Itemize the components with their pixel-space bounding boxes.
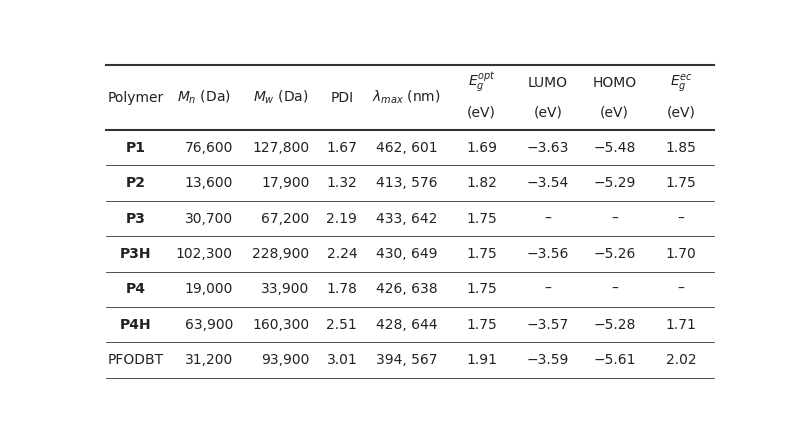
- Text: 127,800: 127,800: [253, 141, 309, 155]
- Text: 1.70: 1.70: [665, 247, 697, 261]
- Text: 160,300: 160,300: [253, 318, 309, 332]
- Text: HOMO: HOMO: [592, 76, 637, 90]
- Text: P2: P2: [126, 176, 146, 190]
- Text: 1.75: 1.75: [466, 247, 497, 261]
- Text: P4H: P4H: [120, 318, 151, 332]
- Text: PDI: PDI: [330, 91, 353, 105]
- Text: Polymer: Polymer: [108, 91, 164, 105]
- Text: P4: P4: [126, 283, 146, 296]
- Text: −5.48: −5.48: [593, 141, 636, 155]
- Text: $E_g^{ec}$: $E_g^{ec}$: [669, 72, 693, 94]
- Text: 1.91: 1.91: [466, 353, 497, 367]
- Text: –: –: [611, 212, 618, 226]
- Text: LUMO: LUMO: [528, 76, 568, 90]
- Text: (eV): (eV): [666, 105, 696, 120]
- Text: 413, 576: 413, 576: [376, 176, 438, 190]
- Text: 67,200: 67,200: [261, 212, 309, 226]
- Text: 228,900: 228,900: [253, 247, 309, 261]
- Text: 2.51: 2.51: [327, 318, 357, 332]
- Text: 426, 638: 426, 638: [376, 283, 438, 296]
- Text: $M_n$ (Da): $M_n$ (Da): [177, 89, 231, 106]
- Text: 31,200: 31,200: [185, 353, 233, 367]
- Text: 93,900: 93,900: [261, 353, 309, 367]
- Text: 1.85: 1.85: [665, 141, 697, 155]
- Text: 1.67: 1.67: [327, 141, 357, 155]
- Text: −5.29: −5.29: [593, 176, 636, 190]
- Text: 3.01: 3.01: [327, 353, 357, 367]
- Text: 76,600: 76,600: [185, 141, 233, 155]
- Text: 19,000: 19,000: [185, 283, 233, 296]
- Text: 394, 567: 394, 567: [376, 353, 438, 367]
- Text: 1.75: 1.75: [466, 283, 497, 296]
- Text: −3.54: −3.54: [527, 176, 569, 190]
- Text: P1: P1: [126, 141, 146, 155]
- Text: $M_w$ (Da): $M_w$ (Da): [253, 89, 308, 106]
- Text: 33,900: 33,900: [261, 283, 309, 296]
- Text: 1.32: 1.32: [327, 176, 357, 190]
- Text: $E_g^{opt}$: $E_g^{opt}$: [468, 71, 496, 95]
- Text: 30,700: 30,700: [185, 212, 233, 226]
- Text: 430, 649: 430, 649: [376, 247, 438, 261]
- Text: –: –: [544, 283, 552, 296]
- Text: P3H: P3H: [120, 247, 151, 261]
- Text: 1.75: 1.75: [466, 318, 497, 332]
- Text: PFODBT: PFODBT: [108, 353, 164, 367]
- Text: 2.02: 2.02: [665, 353, 697, 367]
- Text: −3.59: −3.59: [527, 353, 569, 367]
- Text: P3: P3: [126, 212, 146, 226]
- Text: −5.61: −5.61: [593, 353, 636, 367]
- Text: –: –: [677, 283, 685, 296]
- Text: –: –: [677, 212, 685, 226]
- Text: 102,300: 102,300: [176, 247, 233, 261]
- Text: −5.26: −5.26: [593, 247, 636, 261]
- Text: −3.57: −3.57: [527, 318, 569, 332]
- Text: 63,900: 63,900: [185, 318, 233, 332]
- Text: 1.78: 1.78: [327, 283, 357, 296]
- Text: 428, 644: 428, 644: [376, 318, 438, 332]
- Text: 462, 601: 462, 601: [376, 141, 438, 155]
- Text: 1.75: 1.75: [665, 176, 697, 190]
- Text: 1.69: 1.69: [466, 141, 497, 155]
- Text: (eV): (eV): [600, 105, 629, 120]
- Text: 13,600: 13,600: [185, 176, 233, 190]
- Text: $\lambda_{max}$ (nm): $\lambda_{max}$ (nm): [372, 89, 441, 106]
- Text: (eV): (eV): [467, 105, 496, 120]
- Text: 1.75: 1.75: [466, 212, 497, 226]
- Text: 1.82: 1.82: [466, 176, 497, 190]
- Text: –: –: [611, 283, 618, 296]
- Text: −3.56: −3.56: [527, 247, 569, 261]
- Text: 2.24: 2.24: [327, 247, 357, 261]
- Text: 1.71: 1.71: [665, 318, 697, 332]
- Text: (eV): (eV): [533, 105, 563, 120]
- Text: −3.63: −3.63: [527, 141, 569, 155]
- Text: –: –: [544, 212, 552, 226]
- Text: 17,900: 17,900: [261, 176, 309, 190]
- Text: 2.19: 2.19: [327, 212, 357, 226]
- Text: 433, 642: 433, 642: [376, 212, 438, 226]
- Text: −5.28: −5.28: [593, 318, 636, 332]
